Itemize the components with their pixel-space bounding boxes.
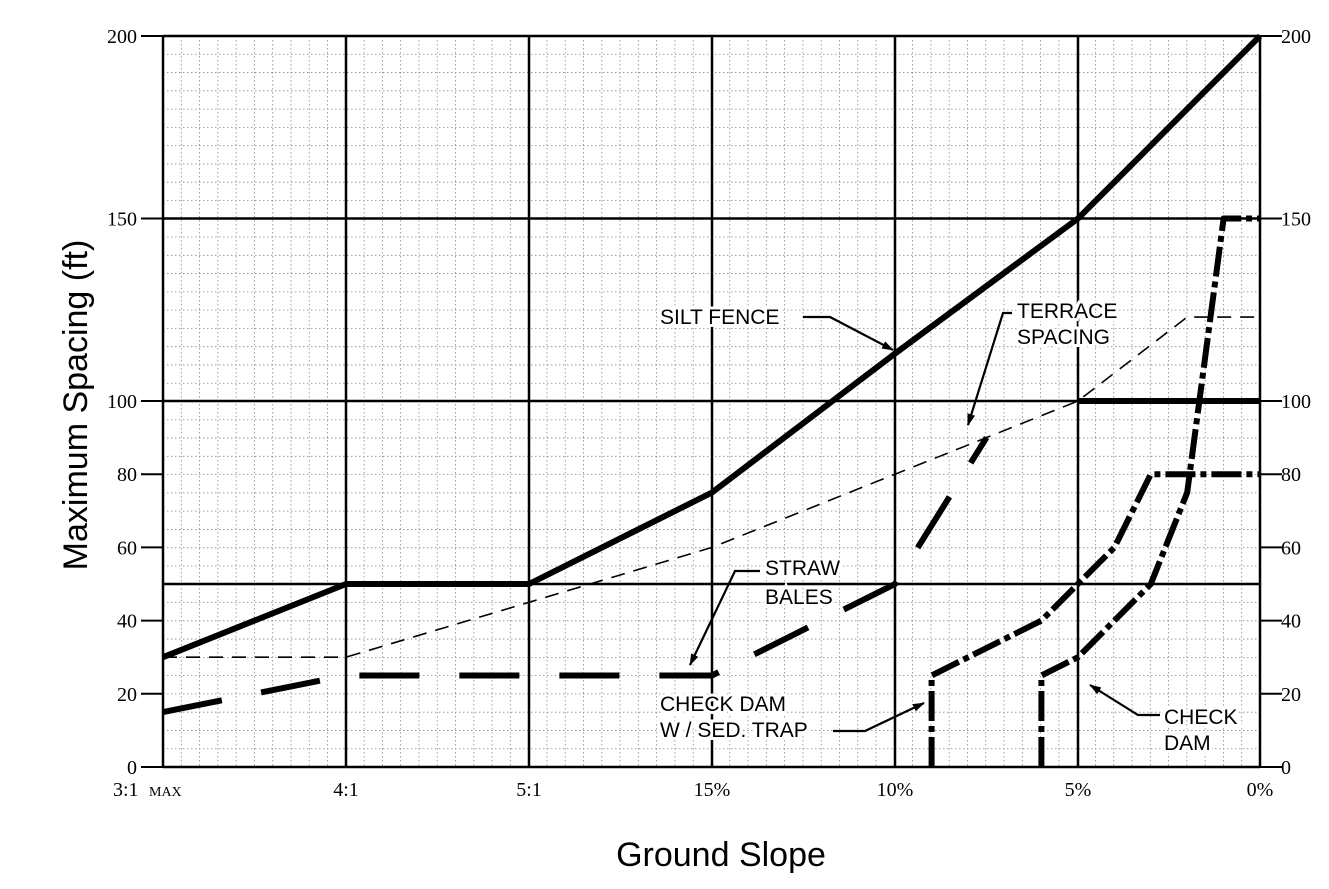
y-tick-label-left: 20 [117, 684, 137, 706]
x-tick-label: 15% [694, 779, 731, 801]
annotation-leader [966, 311, 1012, 426]
y-tick-label-right: 200 [1281, 26, 1311, 48]
y-axis-label: Maximum Spacing (ft) [57, 240, 95, 571]
x-axis-label: Ground Slope [616, 836, 826, 874]
y-tick-label-right: 40 [1281, 611, 1301, 633]
annotation-label: SPACING [1017, 326, 1110, 349]
annotation-leader [689, 569, 760, 666]
y-tick-label-right: 80 [1281, 464, 1301, 486]
annotation-label: SILT FENCE [660, 306, 779, 329]
series-line-silt-fence [161, 33, 1263, 660]
annotation-leader [803, 315, 894, 351]
y-tick-label-right: 60 [1281, 537, 1301, 559]
annotation-label: STRAW [765, 557, 840, 580]
annotation-label: W / SED. TRAP [660, 719, 808, 742]
y-tick-label-left: 150 [107, 209, 137, 231]
data-series [161, 33, 1263, 767]
y-tick-label-right: 20 [1281, 684, 1301, 706]
y-tick-label-right: 100 [1281, 391, 1311, 413]
annotation-leader [1089, 684, 1160, 717]
series-line-terrace-spacing [163, 316, 1260, 659]
y-tick-label-right: 150 [1281, 209, 1311, 231]
y-tick-label-right: 0 [1281, 757, 1291, 779]
annotation-label: CHECK DAM [660, 693, 786, 716]
y-tick-label-left: 0 [127, 757, 137, 779]
series-line-straw-bales [162, 436, 990, 716]
annotation-label: TERRACE [1017, 300, 1117, 323]
annotation-label: DAM [1164, 732, 1211, 755]
x-tick-label: 5:1 [516, 779, 542, 801]
y-tick-label-left: 100 [107, 391, 137, 413]
axis-ticks [141, 35, 1282, 768]
series-line-check-dam [1038, 215, 1260, 767]
chart-labels: 0 20 40 60 80 100 150 200 0 20 40 60 80 100 150 200 3:1 M… [107, 26, 1311, 801]
x-tick-label: 3:1 [113, 779, 139, 801]
annotation-label: CHECK [1164, 706, 1238, 729]
y-tick-label-left: 80 [117, 464, 137, 486]
annotation-leaders [689, 311, 1160, 733]
x-tick-label: 10% [877, 779, 914, 801]
y-tick-label-left: 40 [117, 611, 137, 633]
annotation-leader [833, 702, 925, 733]
x-tick-label: 0% [1247, 779, 1274, 801]
y-tick-label-left: 200 [107, 26, 137, 48]
x-tick-label: 5% [1065, 779, 1092, 801]
annotation-label: BALES [765, 586, 833, 609]
x-tick-label: 4:1 [333, 779, 359, 801]
x-tick-label-suffix: MAX [149, 785, 182, 800]
series-line-check-dam-w-sed-trap [928, 471, 1260, 767]
y-tick-label-left: 60 [117, 537, 137, 559]
